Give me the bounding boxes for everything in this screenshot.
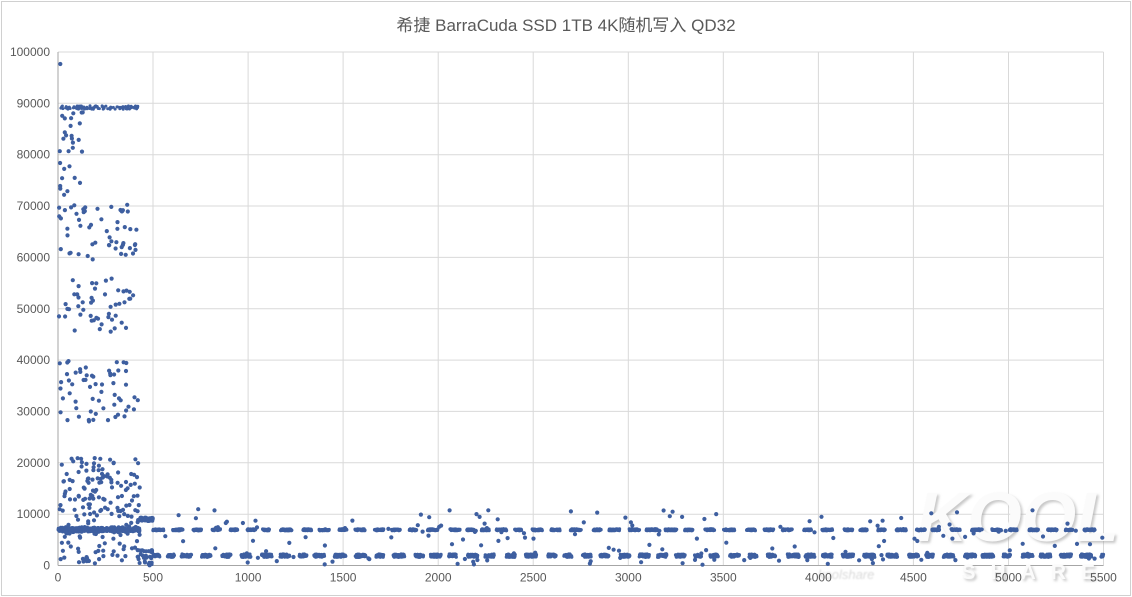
svg-text:100000: 100000: [10, 45, 50, 59]
svg-text:SHARE: SHARE: [961, 561, 1110, 584]
svg-text:50000: 50000: [17, 302, 51, 316]
svg-text:2500: 2500: [520, 571, 547, 585]
svg-text:10000: 10000: [17, 507, 51, 521]
svg-text:30000: 30000: [17, 404, 51, 418]
svg-text:3000: 3000: [615, 571, 642, 585]
svg-text:80000: 80000: [17, 148, 51, 162]
svg-text:500: 500: [143, 571, 163, 585]
svg-text:3500: 3500: [710, 571, 737, 585]
svg-text:2000: 2000: [425, 571, 452, 585]
svg-text:1500: 1500: [330, 571, 357, 585]
svg-text:5500: 5500: [1090, 571, 1117, 585]
svg-text:5000: 5000: [995, 571, 1022, 585]
svg-text:40000: 40000: [17, 353, 51, 367]
svg-text:1000: 1000: [235, 571, 262, 585]
svg-text:0: 0: [55, 571, 62, 585]
svg-text:60000: 60000: [17, 250, 51, 264]
svg-text:20000: 20000: [17, 456, 51, 470]
svg-text:4000: 4000: [805, 571, 832, 585]
svg-text:4500: 4500: [900, 571, 927, 585]
svg-text:70000: 70000: [17, 199, 51, 213]
svg-text:90000: 90000: [17, 96, 51, 110]
svg-text:0: 0: [43, 559, 50, 573]
